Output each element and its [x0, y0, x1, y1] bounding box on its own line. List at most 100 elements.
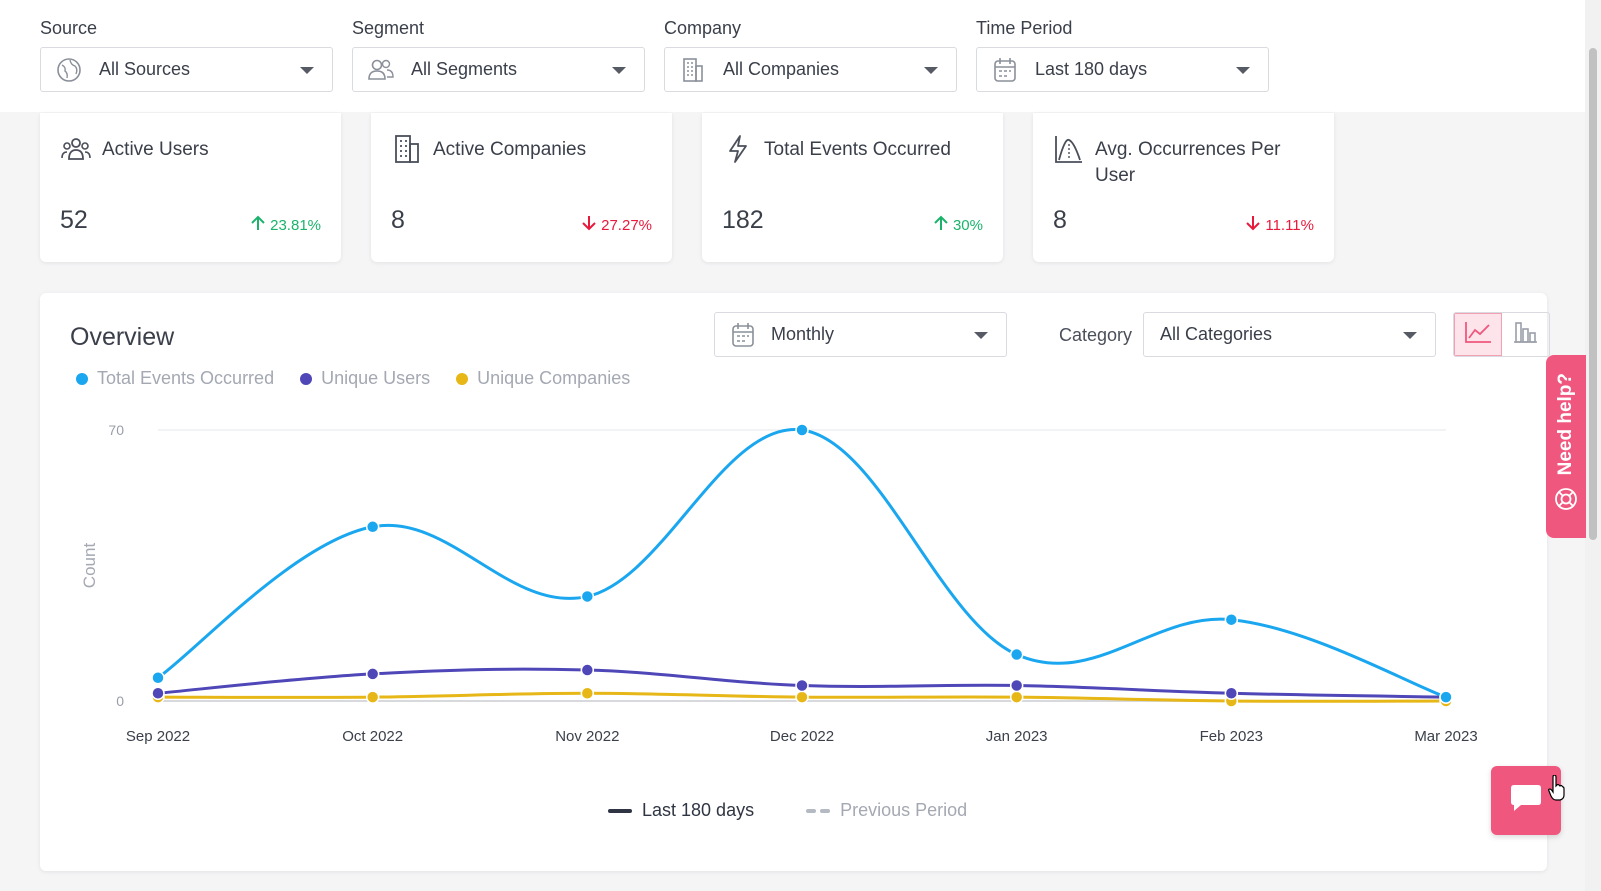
x-tick-label: Sep 2022: [126, 728, 190, 745]
data-point[interactable]: [365, 667, 380, 681]
x-tick-label: Mar 2023: [1414, 728, 1477, 745]
category-select[interactable]: All Categories: [1143, 312, 1436, 357]
calendar-icon: [731, 322, 755, 348]
company-value: All Companies: [723, 59, 840, 79]
legend-label: Unique Users: [321, 368, 431, 388]
card-title: Active Companies: [433, 139, 587, 160]
data-point[interactable]: [580, 686, 595, 701]
arrow-up-icon: [251, 215, 265, 235]
stat-card-active-companies: Active Companies 8 27.27%: [371, 113, 672, 262]
change-badge: 30%: [934, 215, 983, 235]
stat-card-total-events: Total Events Occurred 182 30%: [702, 113, 1003, 262]
bar-chart-icon: [1512, 320, 1538, 349]
series-line: [157, 428, 1447, 699]
scrollbar-thumb[interactable]: [1589, 48, 1597, 540]
data-point[interactable]: [1224, 612, 1239, 627]
dashed-line-icon: [806, 808, 831, 813]
period-legend-previous[interactable]: Previous Period: [806, 800, 967, 821]
series-legend: Total Events Occurred Unique Users Uniqu…: [76, 368, 630, 389]
data-point[interactable]: [1224, 686, 1239, 701]
data-point[interactable]: [1439, 690, 1453, 704]
period-previous-label: Previous Period: [840, 800, 968, 820]
data-point[interactable]: [365, 690, 380, 704]
legend-item-total-events[interactable]: Total Events Occurred: [76, 368, 274, 389]
data-point[interactable]: [795, 423, 809, 437]
users-icon: [367, 56, 395, 84]
change-badge: 27.27%: [582, 215, 652, 235]
x-tick-label: Jan 2023: [986, 728, 1048, 745]
legend-dot: [76, 372, 88, 385]
card-title: Total Events Occurred: [764, 139, 951, 160]
x-tick-label: Oct 2022: [342, 728, 403, 745]
chevron-down-icon: [1403, 332, 1417, 339]
legend-label: Unique Companies: [477, 368, 631, 388]
filter-company: Company All Companies: [664, 16, 957, 92]
change-value: 30%: [952, 216, 983, 234]
solid-line-icon: [608, 808, 632, 813]
line-chart-view-button[interactable]: [1454, 313, 1502, 356]
legend-dot: [456, 372, 469, 385]
globe-icon: [55, 56, 83, 84]
change-badge: 11.11%: [1246, 215, 1314, 235]
interval-value: Monthly: [771, 324, 835, 344]
page-scrollbar[interactable]: [1585, 0, 1601, 891]
data-point[interactable]: [795, 690, 809, 704]
data-point[interactable]: [365, 520, 380, 534]
arrow-down-icon: [1246, 215, 1261, 235]
period-current-label: Last 180 days: [642, 800, 755, 820]
calendar-icon: [991, 56, 1019, 84]
filter-source-label: Source: [40, 18, 98, 38]
legend-item-unique-companies[interactable]: Unique Companies: [456, 368, 630, 389]
y-axis-label: Count: [80, 543, 99, 589]
chevron-down-icon: [300, 67, 314, 74]
data-point[interactable]: [1009, 690, 1024, 704]
data-point[interactable]: [580, 663, 595, 677]
source-value: All Sources: [99, 59, 191, 79]
overview-panel: Overview Monthly Category All Categories…: [40, 293, 1550, 871]
filter-time-period-label: Time Period: [976, 18, 1073, 38]
period-legend-current[interactable]: Last 180 days: [608, 800, 754, 821]
filter-company-label: Company: [664, 18, 742, 38]
segment-value: All Segments: [411, 59, 518, 79]
segment-select[interactable]: All Segments: [352, 47, 645, 92]
bar-chart-view-button[interactable]: [1502, 313, 1549, 356]
arrow-down-icon: [582, 215, 596, 235]
x-tick-label: Feb 2023: [1200, 728, 1263, 745]
data-point[interactable]: [1009, 647, 1024, 662]
chevron-down-icon: [612, 67, 626, 74]
overview-line-chart: 0 70 Count Sep 2022 Oct 2022 Nov 2022 Dec 2022…: [80, 422, 1478, 745]
data-point[interactable]: [1009, 678, 1024, 693]
change-value: 27.27%: [601, 216, 652, 234]
company-select[interactable]: All Companies: [664, 47, 957, 92]
period-legend: Last 180 days Previous Period: [608, 800, 967, 821]
change-value: 23.81%: [270, 216, 321, 234]
filter-bar: Source All Sources Segment All Segments …: [0, 0, 1585, 112]
filter-segment: Segment All Segments: [352, 16, 645, 92]
change-value: 11.11%: [1265, 216, 1314, 234]
card-value: 52: [60, 206, 88, 234]
stat-card-active-users: Active Users 52 23.81%: [40, 113, 341, 262]
change-badge: 23.81%: [251, 215, 321, 235]
data-point[interactable]: [151, 686, 165, 701]
need-help-label: Need help?: [1555, 373, 1576, 476]
data-point[interactable]: [151, 671, 165, 685]
chevron-down-icon: [924, 67, 938, 74]
card-value: 8: [391, 206, 405, 234]
need-help-tab[interactable]: Need help?: [1546, 355, 1586, 538]
chevron-down-icon: [1236, 67, 1250, 74]
interval-select[interactable]: Monthly: [714, 312, 1007, 357]
arrow-up-icon: [934, 215, 948, 235]
overview-title: Overview: [70, 323, 175, 351]
data-point[interactable]: [580, 589, 595, 604]
lifebuoy-icon: [1554, 487, 1578, 516]
data-point[interactable]: [795, 678, 809, 693]
card-title: Avg. Occurrences Per User: [1095, 139, 1281, 186]
source-select[interactable]: All Sources: [40, 47, 333, 92]
category-value: All Categories: [1160, 324, 1273, 344]
category-label: Category: [1059, 325, 1133, 345]
legend-item-unique-users[interactable]: Unique Users: [300, 368, 430, 389]
chat-button[interactable]: [1491, 766, 1561, 835]
chart-view-toggle: [1453, 312, 1550, 357]
time-period-select[interactable]: Last 180 days: [976, 47, 1269, 92]
y-tick-label: 70: [108, 422, 124, 438]
